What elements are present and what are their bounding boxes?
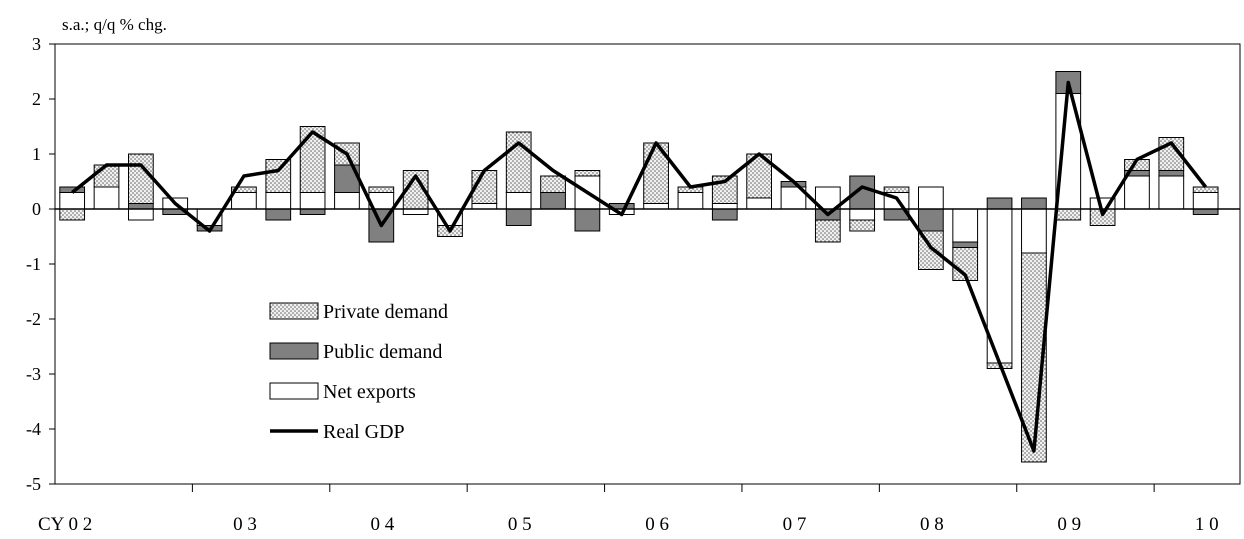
year-label: 0 6	[645, 514, 669, 534]
bar-private-demand-2007Q4	[849, 219, 876, 232]
legend-swatch-public-demand	[269, 342, 319, 360]
bar-net-exports-2009Q1	[1021, 208, 1047, 254]
bar-private-demand-2002Q1	[59, 208, 86, 221]
year-label: CY 0 2	[38, 514, 92, 534]
bar-net-exports-2006Q2	[643, 203, 669, 210]
y-tick-label: -4	[26, 419, 41, 439]
year-label: 0 5	[508, 514, 532, 534]
y-tick-label: 1	[32, 144, 41, 164]
bar-net-exports-2002Q1	[59, 192, 86, 210]
y-tick-label: 3	[32, 34, 41, 54]
bar-public-demand-2002Q3	[128, 203, 154, 210]
y-tick-label: -5	[26, 474, 41, 494]
year-label: 0 9	[1057, 514, 1081, 534]
bar-public-demand-2005Q4	[574, 208, 601, 232]
gdp-line-layer	[71, 80, 1208, 453]
unit-label: s.a.; q/q % chg.	[62, 15, 167, 34]
line-real-gdp	[71, 80, 1208, 453]
bar-public-demand-2005Q3	[540, 192, 566, 210]
bar-net-exports-2009Q4	[1124, 175, 1150, 210]
bar-public-demand-2008Q4	[986, 197, 1013, 210]
bar-private-demand-2005Q2	[505, 131, 532, 193]
bar-public-demand-2009Q1	[1021, 197, 1047, 210]
y-tick-label: 2	[32, 89, 41, 109]
bar-net-exports-2008Q2	[918, 186, 944, 210]
bar-private-demand-2005Q3	[540, 175, 566, 193]
bar-private-demand-2002Q2	[93, 164, 120, 188]
year-label: 0 4	[370, 514, 394, 534]
bar-public-demand-2003Q4	[299, 208, 326, 215]
year-label: 1 0	[1195, 514, 1219, 534]
bar-public-demand-2008Q3	[952, 241, 979, 248]
bar-net-exports-2003Q2	[231, 192, 257, 210]
bar-private-demand-2005Q4	[574, 170, 601, 177]
bar-net-exports-2004Q1	[334, 192, 360, 210]
bar-net-exports-2006Q3	[677, 192, 704, 210]
bar-net-exports-2005Q1	[471, 203, 498, 210]
legend-label-net-exports: Net exports	[323, 381, 416, 403]
bar-public-demand-2003Q3	[265, 208, 292, 221]
bar-net-exports-2002Q2	[93, 186, 120, 210]
bar-public-demand-2008Q2	[918, 208, 944, 232]
bar-private-demand-2004Q2	[368, 186, 395, 193]
legend-label-public-demand: Public demand	[323, 341, 442, 363]
legend-swatch-private-demand	[269, 302, 319, 320]
bar-net-exports-2004Q3	[402, 208, 429, 215]
legend-label-real-gdp: Real GDP	[323, 421, 405, 443]
bar-net-exports-2007Q4	[849, 208, 876, 221]
year-label: 0 3	[233, 514, 257, 534]
bars-layer	[59, 71, 1219, 463]
bar-net-exports-2006Q4	[711, 203, 738, 210]
bar-private-demand-2003Q3	[265, 159, 292, 193]
year-label: 0 8	[920, 514, 944, 534]
y-tick-label: -2	[26, 309, 41, 329]
y-tick-label: -3	[26, 364, 41, 384]
bar-net-exports-2003Q4	[299, 192, 326, 210]
bar-private-demand-2007Q3	[814, 219, 841, 243]
bar-private-demand-2003Q2	[231, 186, 257, 193]
bar-private-demand-2010Q2	[1192, 186, 1219, 193]
year-label: 0 7	[783, 514, 807, 534]
bar-net-exports-2007Q1	[746, 197, 773, 210]
bar-net-exports-2002Q3	[128, 208, 154, 221]
legend-label-private-demand: Private demand	[323, 301, 448, 323]
legend-swatch-net-exports	[269, 382, 319, 400]
bar-private-demand-2009Q2	[1055, 208, 1082, 221]
bar-public-demand-2006Q4	[711, 208, 738, 221]
axes-layer: 3 2 1 0 -1 -2 -3 -4 -5 CY 0 2 0 3 0 4 0 5 0 6 0 7 0 8 0 …	[26, 34, 1241, 535]
bar-private-demand-2008Q1	[883, 186, 910, 193]
legend: Private demand Public demand Net exports Re…	[269, 301, 448, 443]
bar-public-demand-2007Q4	[849, 175, 876, 210]
bar-net-exports-2008Q3	[952, 208, 979, 243]
bar-net-exports-2003Q3	[265, 192, 292, 210]
bar-public-demand-2010Q2	[1192, 208, 1219, 215]
bar-private-demand-2002Q3	[128, 153, 154, 204]
y-tick-label: -1	[26, 254, 41, 274]
bar-net-exports-2010Q2	[1192, 192, 1219, 210]
bar-public-demand-2010Q1	[1158, 170, 1185, 177]
bar-net-exports-2005Q2	[505, 192, 532, 210]
bar-public-demand-2005Q2	[505, 208, 532, 226]
y-tick-label: 0	[32, 199, 41, 219]
bar-net-exports-2010Q1	[1158, 175, 1185, 210]
